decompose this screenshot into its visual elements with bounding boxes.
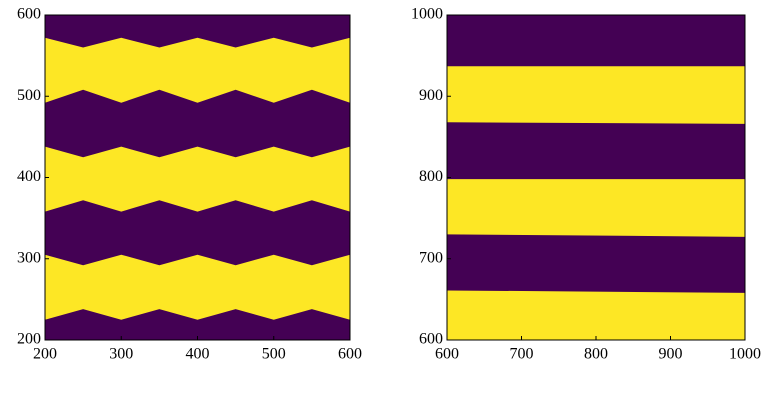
y-tick-label: 600 <box>419 331 443 348</box>
y-tick-label: 600 <box>17 6 41 23</box>
x-tick-label: 800 <box>584 346 608 363</box>
x-tick-label: 300 <box>109 346 133 363</box>
y-tick-label: 500 <box>17 87 41 104</box>
x-tick-label: 400 <box>186 346 210 363</box>
y-tick-label: 1000 <box>411 6 443 23</box>
y-tick-label: 400 <box>17 168 41 185</box>
band <box>45 37 350 103</box>
x-tick-label: 600 <box>338 346 362 363</box>
band <box>45 254 350 320</box>
x-tick-label: 500 <box>262 346 286 363</box>
y-tick-label: 800 <box>419 168 443 185</box>
band <box>447 290 745 340</box>
x-tick-label: 900 <box>659 346 683 363</box>
x-tick-label: 600 <box>435 346 459 363</box>
band <box>45 146 350 212</box>
x-tick-label: 700 <box>510 346 534 363</box>
band <box>447 179 745 237</box>
y-tick-label: 900 <box>419 87 443 104</box>
y-tick-label: 300 <box>17 249 41 266</box>
x-tick-label: 200 <box>33 346 57 363</box>
y-tick-label: 200 <box>17 331 41 348</box>
band <box>447 66 745 124</box>
y-tick-label: 700 <box>419 249 443 266</box>
x-tick-label: 1000 <box>729 346 761 363</box>
